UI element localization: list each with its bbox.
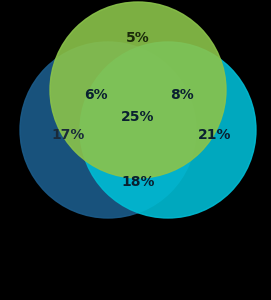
Text: 18%: 18% <box>121 175 155 189</box>
Text: 5%: 5% <box>126 31 150 45</box>
Text: 6%: 6% <box>84 88 108 102</box>
Circle shape <box>50 2 226 178</box>
Text: 25%: 25% <box>121 110 155 124</box>
Text: 8%: 8% <box>170 88 194 102</box>
Text: 21%: 21% <box>198 128 232 142</box>
Circle shape <box>80 42 256 218</box>
Text: 17%: 17% <box>51 128 85 142</box>
Circle shape <box>20 42 196 218</box>
